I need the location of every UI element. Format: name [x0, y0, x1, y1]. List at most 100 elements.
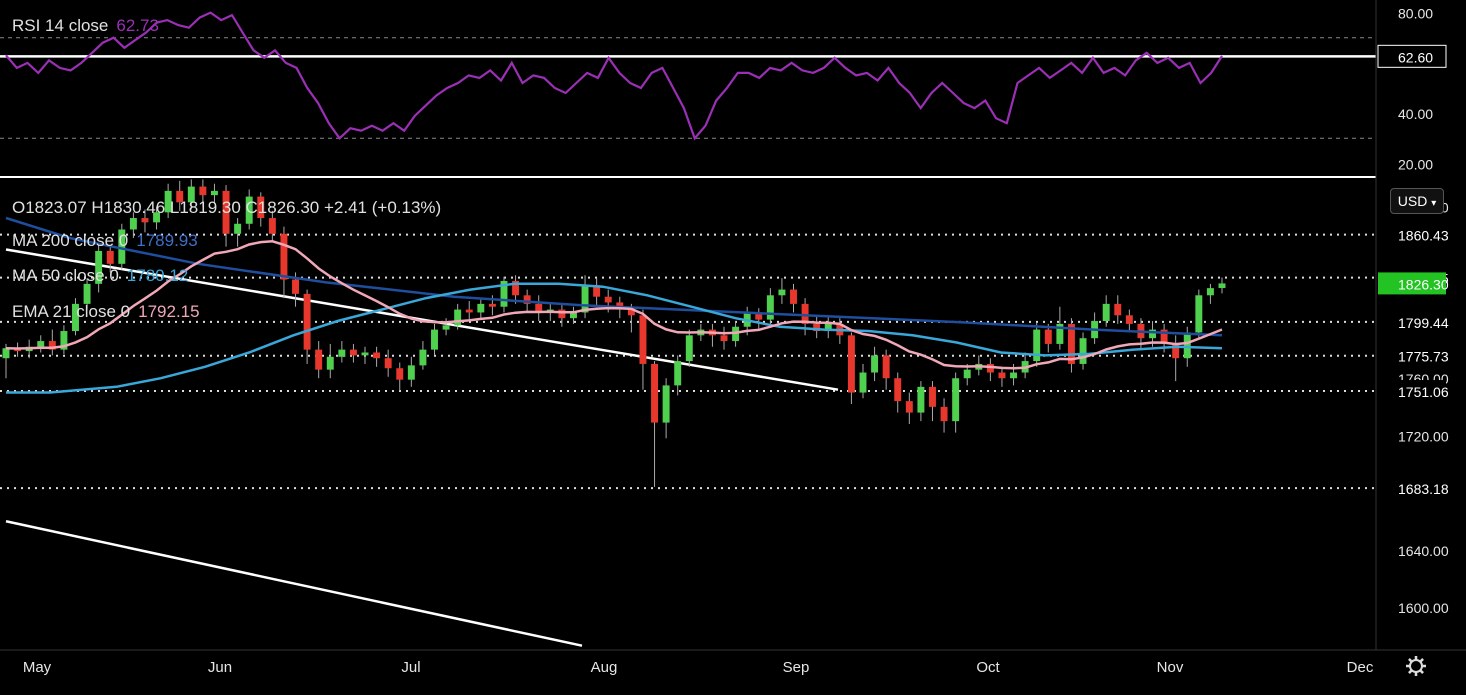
candle-body	[847, 335, 855, 393]
candle-body	[523, 295, 531, 304]
candle-body	[280, 233, 288, 280]
candle-body	[1218, 283, 1226, 289]
candle-body	[118, 229, 126, 264]
candle-body	[1067, 323, 1075, 364]
ema21-value: 1792.15	[138, 302, 200, 321]
candle-body	[512, 280, 520, 296]
candle-body	[801, 303, 809, 324]
price-level-label: 1799.44	[1398, 315, 1449, 331]
candle	[1079, 332, 1087, 370]
candle	[1033, 322, 1041, 367]
ema21-line	[5, 240, 1223, 370]
ohlc-change: +2.41 (+0.13%)	[324, 198, 442, 217]
candle-body	[292, 279, 299, 294]
candle	[986, 358, 994, 382]
price-level-label: 1751.06	[1398, 384, 1449, 400]
candle-body	[349, 349, 357, 356]
candle-body	[685, 335, 693, 362]
candle-body	[1114, 303, 1122, 316]
candle-body	[871, 355, 879, 373]
chevron-down-icon: ▾	[1431, 198, 1437, 209]
trendline-1	[5, 248, 839, 391]
candle	[651, 361, 659, 487]
candle-body	[1056, 323, 1064, 344]
candle-body	[60, 331, 68, 350]
candle	[384, 349, 392, 377]
candle	[129, 212, 137, 239]
candle-body	[187, 186, 195, 203]
price-level-label-bg	[1378, 344, 1446, 367]
ma200-legend[interactable]: MA 200 close 0 1789.93	[12, 231, 198, 251]
candle	[1195, 289, 1203, 339]
candle-body	[778, 289, 786, 296]
candle-body	[929, 386, 936, 407]
candle	[535, 295, 543, 322]
candle	[1218, 277, 1226, 294]
price-level-label: 1683.18	[1398, 481, 1449, 497]
candle-body	[210, 190, 218, 196]
candle-body	[95, 250, 103, 284]
rsi-axis-tick: 80.00	[1398, 6, 1433, 22]
candle-body	[651, 363, 659, 423]
candle	[917, 381, 925, 422]
ema21-legend[interactable]: EMA 21 close 0 1792.15	[12, 302, 200, 322]
candle	[662, 378, 670, 439]
candle-body	[662, 385, 670, 423]
candle	[83, 278, 91, 310]
candle-body	[234, 223, 242, 234]
candle-body	[593, 285, 601, 297]
candle	[268, 210, 276, 243]
gear-tooth	[1408, 669, 1413, 674]
candle-body	[129, 218, 137, 230]
gear-ring	[1409, 659, 1423, 673]
candle-body	[384, 358, 392, 369]
candle-body	[813, 323, 821, 332]
candle	[465, 301, 473, 322]
candle	[95, 245, 103, 293]
candle	[210, 183, 218, 204]
currency-button[interactable]: USD ▾	[1390, 188, 1444, 214]
candle	[847, 332, 855, 404]
candle	[48, 329, 56, 356]
candle-body	[257, 196, 265, 219]
rsi-legend-label: RSI 14 close	[12, 16, 109, 35]
candle-body	[790, 289, 797, 304]
candle	[813, 316, 821, 339]
candle-body	[1149, 329, 1156, 339]
candle	[1091, 312, 1099, 344]
candle	[790, 283, 797, 313]
month-label-aug: Aug	[591, 659, 618, 676]
candle	[118, 223, 126, 270]
candle	[720, 326, 728, 350]
candle	[72, 298, 79, 336]
candle-body	[882, 355, 890, 379]
rsi-level-label: 62.60	[1398, 49, 1433, 65]
candle	[303, 289, 311, 364]
candle	[674, 355, 682, 396]
candle	[315, 341, 323, 379]
price-level-label-bg	[1378, 380, 1446, 403]
candle	[176, 180, 184, 211]
candle	[929, 381, 936, 422]
candle-body	[222, 190, 230, 234]
ma50-legend[interactable]: MA 50 close 0 1780.12	[12, 266, 188, 286]
candle	[952, 372, 960, 433]
candle-body	[396, 368, 404, 380]
candle-body	[639, 315, 647, 364]
candle	[280, 226, 288, 299]
ohlc-open: O1823.07	[12, 198, 87, 217]
ma200-label: MA 200 close 0	[12, 231, 129, 250]
gear-icon[interactable]	[1406, 656, 1426, 676]
month-label-sep: Sep	[783, 659, 810, 676]
candle	[338, 341, 346, 363]
price-axis-tick: 1600.00	[1398, 600, 1449, 616]
month-label-may: May	[23, 659, 52, 676]
candle	[755, 308, 763, 330]
candle-body	[986, 363, 994, 373]
rsi-line	[5, 11, 1223, 141]
candle-body	[488, 303, 496, 307]
candle	[558, 303, 566, 327]
candle-body	[141, 218, 149, 223]
